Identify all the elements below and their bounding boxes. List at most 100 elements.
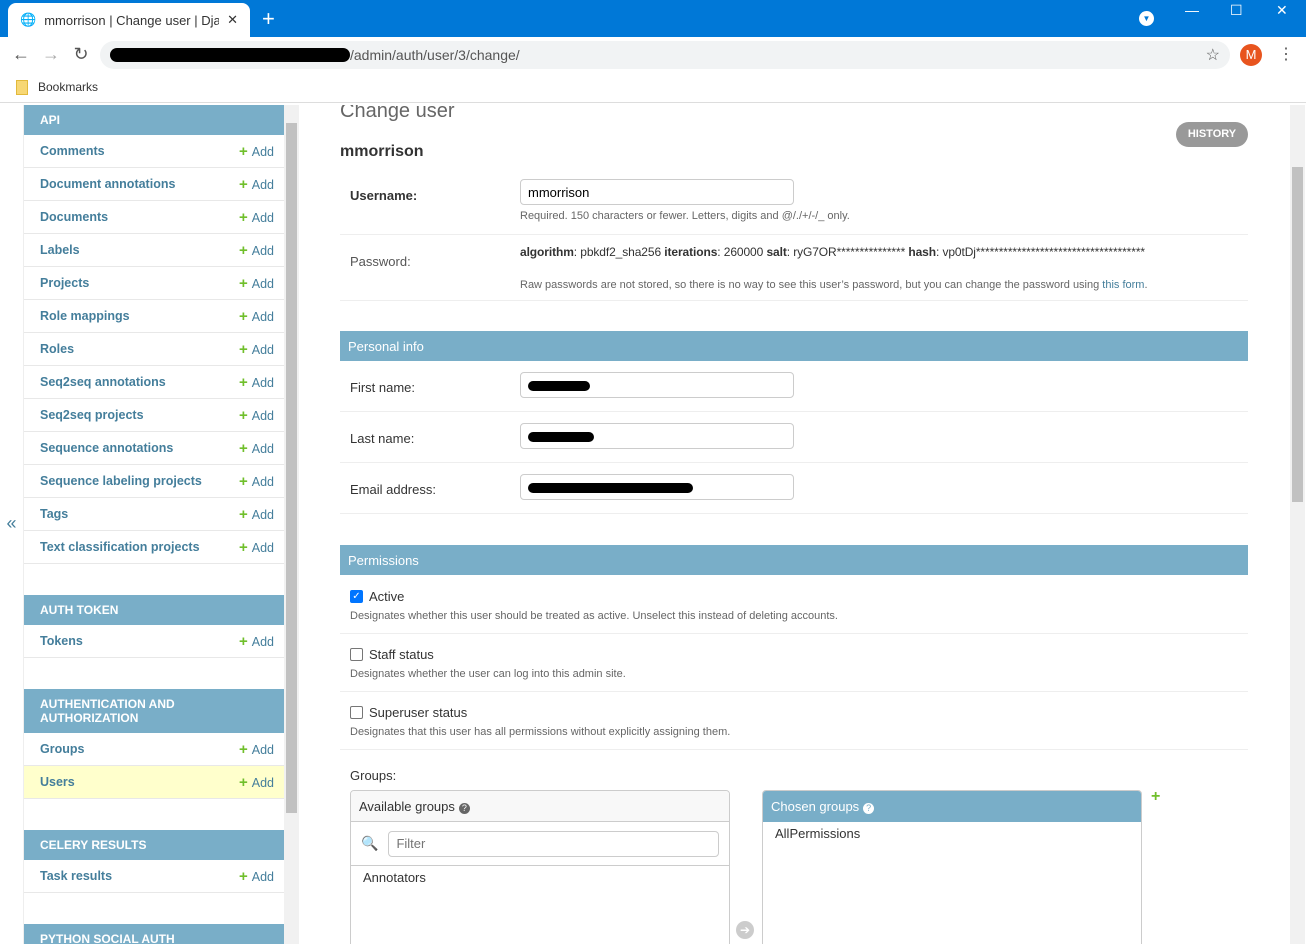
add-link[interactable]: + Add (238, 373, 274, 391)
redacted-host (110, 48, 350, 62)
add-link[interactable]: + Add (238, 142, 274, 160)
back-icon[interactable]: ← (12, 44, 30, 64)
minimize-button[interactable]: — (1185, 2, 1199, 18)
first-name-row: First name: (340, 361, 1248, 412)
model-link[interactable]: Document annotations (40, 177, 176, 191)
module-header[interactable]: AUTHENTICATION AND AUTHORIZATION (24, 689, 284, 733)
superuser-checkbox[interactable]: Superuser status (350, 705, 467, 720)
plus-icon: + (238, 274, 248, 292)
first-name-input[interactable] (520, 372, 794, 398)
page-title: Change user (340, 105, 455, 122)
plus-icon: + (238, 505, 248, 523)
model-link[interactable]: Tokens (40, 634, 83, 648)
chosen-group-option[interactable]: AllPermissions (775, 826, 861, 841)
add-link[interactable]: + Add (238, 505, 274, 523)
bookmarks-folder[interactable]: Bookmarks (38, 80, 99, 94)
profile-menu-icon[interactable]: ▼ (1139, 11, 1154, 26)
plus-icon: + (238, 439, 248, 457)
sidebar-item: Seq2seq annotations + Add (24, 366, 284, 399)
plus-icon: + (238, 406, 248, 424)
module-header[interactable]: CELERY RESULTS (24, 830, 284, 860)
add-link[interactable]: + Add (238, 274, 274, 292)
add-group-icon[interactable]: + (1151, 788, 1161, 805)
permissions-header: Permissions (340, 545, 1248, 575)
browser-tab[interactable]: 🌐 mmorrison | Change user | Django ✕ (8, 3, 250, 37)
last-name-label: Last name: (350, 431, 415, 446)
model-link[interactable]: Documents (40, 210, 109, 224)
sidebar-item: Tags + Add (24, 498, 284, 531)
plus-icon: + (238, 538, 248, 556)
star-icon[interactable]: ☆ (1205, 47, 1220, 64)
sidebar-scrollbar[interactable] (284, 105, 299, 944)
page-scrollbar[interactable] (1290, 105, 1305, 944)
bookmarks-bar: Bookmarks (0, 73, 1306, 103)
add-link[interactable]: + Add (238, 740, 274, 758)
module-header[interactable]: PYTHON SOCIAL AUTH (24, 924, 284, 944)
username-input[interactable] (520, 179, 794, 205)
model-link[interactable]: Text classification projects (40, 540, 200, 554)
sidebar-item: Roles + Add (24, 333, 284, 366)
module-header[interactable]: API (24, 105, 284, 135)
chosen-groups: Chosen groups? AllPermissions (762, 790, 1142, 944)
sidebar-item: Sequence labeling projects + Add (24, 465, 284, 498)
superuser-row (340, 692, 1248, 750)
add-link[interactable]: + Add (238, 538, 274, 556)
profile-avatar[interactable]: M (1240, 44, 1262, 66)
add-link[interactable]: + Add (238, 241, 274, 259)
email-input[interactable] (520, 474, 794, 500)
model-link[interactable]: Sequence annotations (40, 441, 174, 455)
filter-input[interactable] (388, 830, 719, 857)
groups-label: Groups: (350, 768, 397, 783)
sidebar-item: Sequence annotations + Add (24, 432, 284, 465)
add-link[interactable]: + Add (238, 307, 274, 325)
maximize-button[interactable]: ☐ (1230, 2, 1243, 18)
add-link[interactable]: + Add (238, 208, 274, 226)
model-link[interactable]: Tags (40, 507, 69, 521)
add-link[interactable]: + Add (238, 175, 274, 193)
plus-icon: + (238, 632, 248, 650)
model-link[interactable]: Comments (40, 144, 105, 158)
change-password-link[interactable]: this form (1102, 279, 1145, 291)
model-link[interactable]: Task results (40, 869, 113, 883)
reload-icon[interactable]: ↻ (73, 44, 89, 64)
model-link[interactable]: Seq2seq annotations (40, 375, 166, 389)
search-icon: 🔍 (361, 835, 379, 851)
menu-icon[interactable]: ⋮ (1278, 46, 1294, 63)
available-group-option[interactable]: Annotators (363, 870, 426, 885)
add-link[interactable]: + Add (238, 867, 274, 885)
sidebar-item: Groups + Add (24, 733, 284, 766)
model-link[interactable]: Role mappings (40, 309, 130, 323)
move-right-icon[interactable]: ➔ (736, 921, 754, 939)
model-link[interactable]: Labels (40, 243, 80, 257)
toggle-sidebar-button[interactable]: « (0, 105, 24, 944)
plus-icon: + (238, 373, 248, 391)
history-button[interactable]: HISTORY (1176, 122, 1248, 147)
model-link[interactable]: Roles (40, 342, 75, 356)
add-link[interactable]: + Add (238, 439, 274, 457)
new-tab-button[interactable]: + (262, 6, 275, 31)
add-link[interactable]: + Add (238, 472, 274, 490)
model-link[interactable]: Groups (40, 742, 85, 756)
staff-checkbox[interactable]: Staff status (350, 647, 434, 662)
last-name-input[interactable] (520, 423, 794, 449)
plus-icon: + (238, 773, 248, 791)
model-link[interactable]: Users (40, 775, 75, 789)
plus-icon: + (238, 175, 248, 193)
add-link[interactable]: + Add (238, 773, 274, 791)
active-checkbox[interactable]: ✓ Active (350, 589, 404, 604)
add-link[interactable]: + Add (238, 632, 274, 650)
first-name-label: First name: (350, 380, 416, 395)
close-window-button[interactable]: ✕ (1276, 2, 1288, 18)
add-link[interactable]: + Add (238, 406, 274, 424)
url-input[interactable]: /admin/auth/user/3/change/ ☆ (100, 41, 1230, 69)
username-label: Username: (350, 188, 418, 203)
module-header[interactable]: AUTH TOKEN (24, 595, 284, 625)
model-link[interactable]: Projects (40, 276, 90, 290)
model-link[interactable]: Seq2seq projects (40, 408, 144, 422)
active-help: Designates whether this user should be t… (350, 610, 838, 622)
forward-icon[interactable]: → (42, 44, 60, 64)
help-icon: ? (458, 803, 470, 814)
add-link[interactable]: + Add (238, 340, 274, 358)
close-tab-icon[interactable]: ✕ (227, 12, 238, 27)
model-link[interactable]: Sequence labeling projects (40, 474, 202, 488)
